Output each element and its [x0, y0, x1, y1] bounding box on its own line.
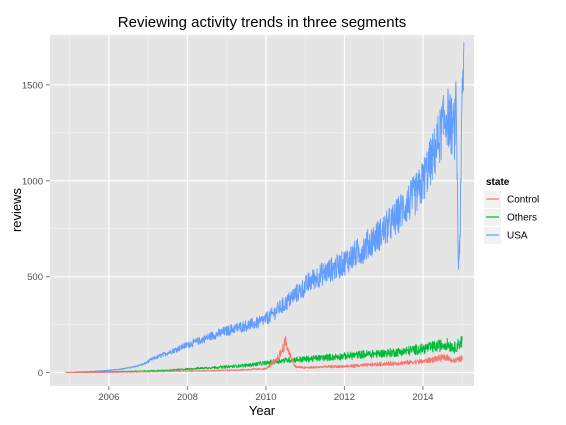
- y-axis-title: reviews: [9, 187, 24, 232]
- series-line-usa: [65, 42, 465, 374]
- legend-label-others: Others: [507, 213, 537, 224]
- x-tick-label: 2008: [177, 392, 198, 403]
- series-line-others: [65, 335, 463, 374]
- legend-label-usa: USA: [507, 231, 528, 242]
- x-tick-label: 2006: [98, 392, 119, 403]
- legend: state Control Others USA: [484, 177, 539, 244]
- legend-label-control: Control: [507, 195, 539, 206]
- y-axis: 0 500 1000 1500: [22, 80, 50, 379]
- y-tick-label: 1500: [22, 80, 43, 91]
- x-tick-label: 2010: [255, 392, 276, 403]
- x-axis-title: Year: [249, 403, 276, 418]
- major-gridlines: [50, 35, 474, 386]
- x-tick-label: 2014: [412, 392, 433, 403]
- plot-panel: [50, 35, 474, 386]
- y-tick-label: 0: [38, 368, 43, 379]
- y-tick-label: 500: [27, 272, 43, 283]
- y-tick-label: 1000: [22, 176, 43, 187]
- chart-title: Reviewing activity trends in three segme…: [118, 14, 406, 31]
- x-axis: 2006 2008 2010 2012 2014: [98, 386, 434, 403]
- x-tick-label: 2012: [334, 392, 355, 403]
- legend-title: state: [486, 177, 510, 188]
- series-layer: [65, 42, 465, 374]
- series-line-control: [65, 335, 463, 374]
